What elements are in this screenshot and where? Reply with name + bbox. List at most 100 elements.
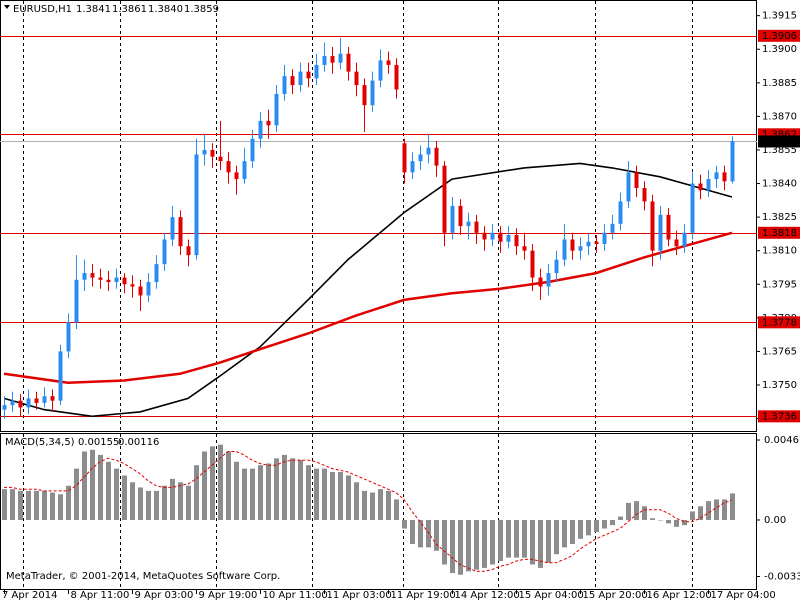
candle-body [362,85,367,106]
x-tick-label: 10 Apr 11:00 [263,590,328,600]
candle-body [314,64,319,79]
macd-bar [210,446,215,520]
candle-body [330,55,335,63]
macd-bar [714,499,719,520]
macd-bar [282,454,287,520]
candle-body [42,396,47,403]
candle-body [626,172,631,202]
candle-body [242,161,247,180]
candle-body [130,284,135,287]
candle-body [114,277,119,283]
macd-bar [258,465,263,520]
candle-body [650,201,655,251]
candle-body [266,120,271,126]
macd-bar [306,465,311,520]
candle-body [386,60,391,65]
macd-bar [546,519,551,563]
candle-body [298,71,303,86]
candle-body [506,235,511,242]
moving-average [3,231,733,385]
macd-name: MACD(5,34,5) [5,437,75,448]
y-tick-label: 1.3900 [762,44,797,55]
macd-bar [290,458,295,520]
x-tick-label: 7 Apr 2014 [2,590,57,600]
macd-bar [274,458,279,520]
candle-body [106,279,111,283]
macd-bar [114,468,119,520]
macd-bar [138,487,143,520]
macd-bar [570,519,575,544]
macd-bar [642,506,647,520]
x-tick-label: 14 Apr 12:00 [455,590,520,600]
copyright: MetaTrader, © 2001-2014, MetaQuotes Soft… [6,571,280,582]
candle-body [122,277,127,285]
candle-body [10,400,15,406]
x-tick-label: 17 Apr 04:00 [711,590,776,600]
candle-body [418,154,423,162]
macd-bar [466,519,471,572]
macd-bar [610,519,615,526]
macd-bar [650,518,655,520]
candle-body [162,239,167,265]
macd-bar [106,461,111,520]
macd-bar [458,519,463,575]
candle-body [554,259,559,274]
candle-body [178,217,183,247]
candle-body [26,398,31,408]
y-tick-label: 1.3855 [762,145,797,156]
y-tick-label: 1.3795 [762,279,797,290]
candle-body [402,143,407,173]
candle-body [482,232,487,240]
candle-body [18,400,23,408]
macd-bar [154,490,159,520]
candle-body [522,246,527,251]
candle-body [674,239,679,247]
menu-arrow[interactable] [4,5,10,9]
macd-bar [434,519,439,551]
x-tick-label: 16 Apr 12:00 [647,590,712,600]
candle-body [210,149,215,157]
macd-bar [330,472,335,520]
candle-body [434,147,439,166]
macd-bar [674,519,679,527]
candle-body [530,250,535,278]
x-tick-label: 11 Apr 03:00 [327,590,392,600]
macd-bar [146,490,151,520]
candle-body [202,149,207,155]
macd-bar [426,519,431,548]
x-tick-label: 9 Apr 03:00 [135,590,194,600]
macd-bar [442,519,447,565]
y-tick-label: 1.3915 [762,11,797,22]
candle-body [338,53,343,63]
signal-line [4,451,733,572]
candle-body [730,141,735,182]
macd-main-value: 0.00155 [78,437,119,448]
x-tick-label: 15 Apr 04:00 [519,590,584,600]
macd-bar [482,519,487,568]
macd-bar [730,493,735,520]
macd-bar [322,468,327,520]
macd-bar [194,465,199,520]
level-label: 1.3736 [762,411,797,422]
candle-body [442,165,447,233]
symbol: EURUSD,H1 [13,4,72,15]
macd-bar [602,519,607,529]
macd-bar [314,468,319,520]
macd-bar [586,519,591,536]
candle-body [666,214,671,240]
candle-body [410,161,415,173]
macd-bar [186,485,191,520]
macd-bar [634,501,639,520]
y-tick-label: 1.3840 [762,179,797,190]
macd-bar [266,463,271,520]
candle-body [274,94,279,126]
macd-bar [26,490,31,520]
macd-bar [50,492,55,520]
candle-body [706,179,711,191]
candle-body [610,223,615,233]
macd-bar [490,519,495,565]
x-tick-label: 11 Apr 19:00 [391,590,456,600]
candle-body [474,221,479,233]
level-label: 1.3818 [762,228,797,239]
macd-bar [562,519,567,548]
